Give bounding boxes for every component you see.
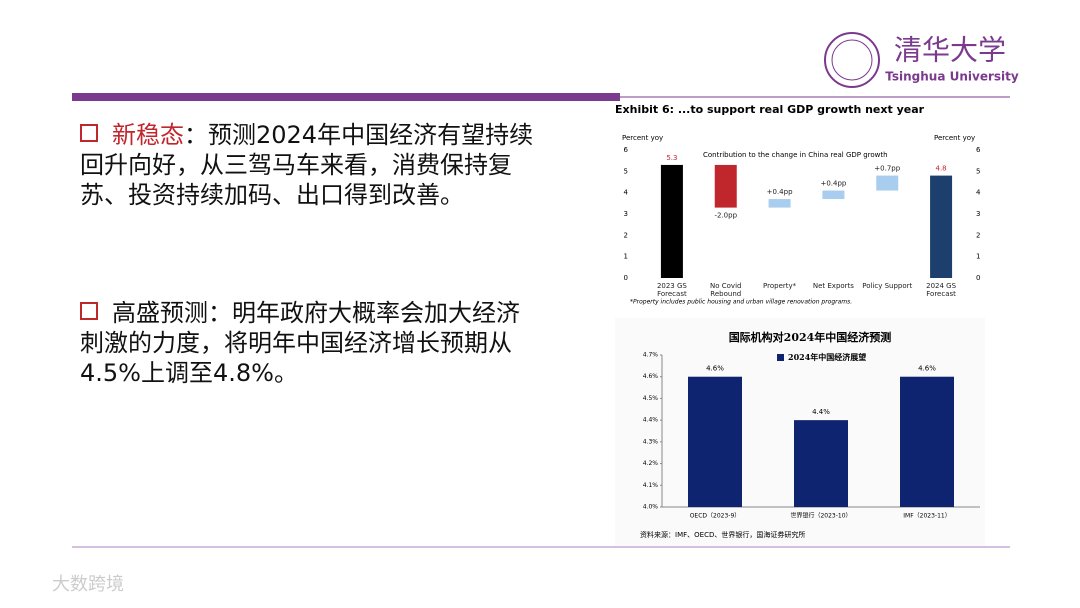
bar <box>688 376 742 507</box>
bar <box>822 190 845 200</box>
y-tick-label: 6 <box>624 146 629 154</box>
chart-title: Exhibit 6: ...to support real GDP growth… <box>615 103 925 116</box>
x-tick-label: Policy Support <box>862 282 913 290</box>
value-label: 4.6% <box>706 365 724 373</box>
y-tick-label: 2 <box>624 231 628 239</box>
y-tick-label: 4.2% <box>643 460 659 467</box>
bar <box>768 199 791 208</box>
logo-seal <box>824 32 880 88</box>
value-label: 4.6% <box>918 365 936 373</box>
bullet-lead: 新稳态 <box>112 121 184 149</box>
bullet-lead: 高盛预测 <box>112 299 208 327</box>
y-tick-label: 4.4% <box>643 417 659 424</box>
y-tick-label: 4.7% <box>643 352 659 359</box>
x-tick-label: Net Exports <box>812 282 854 290</box>
value-label: +0.7pp <box>874 165 900 173</box>
y2-tick-label: 5 <box>976 167 980 175</box>
bar <box>794 420 848 507</box>
bar <box>930 175 953 278</box>
value-label: 4.4% <box>812 408 830 416</box>
source: 资料来源：IMF、OECD、世界银行，国海证券研究所 <box>640 530 805 539</box>
x-tick-label: IMF（2023-11） <box>903 513 950 520</box>
logo-seal <box>831 39 873 81</box>
x-tick-label: OECD（2023-9） <box>690 513 741 520</box>
y2-tick-label: 4 <box>976 189 981 197</box>
y-tick-label: 4 <box>624 189 629 197</box>
logo-text: 清华大学 <box>894 34 1006 67</box>
y2-tick-label: 2 <box>976 231 980 239</box>
y2-tick-label: 1 <box>976 253 980 261</box>
watermark: 大数跨境 <box>52 574 124 595</box>
chart-subtitle: Contribution to the change in China real… <box>703 151 888 159</box>
x-tick-label: 世界银行（2023-10） <box>790 512 851 520</box>
y-tick-label: 4.3% <box>643 438 659 445</box>
bar <box>876 175 899 191</box>
logo-text-en: Tsinghua University <box>885 70 1019 84</box>
y2-axis-label: Percent yoy <box>934 134 975 142</box>
bar <box>714 164 737 208</box>
bar <box>660 164 683 278</box>
legend-label: 2024年中国经济展望 <box>788 352 866 362</box>
bullet: 高盛预测：明年政府大概率会加大经济刺激的力度，将明年中国经济增长预期从4.5%上… <box>80 298 535 388</box>
chart-title: 国际机构对2024年中国经济预测 <box>729 330 892 344</box>
legend-swatch <box>777 354 784 361</box>
x-tick-label: 2023 GS Forecast <box>656 282 687 298</box>
y-tick-label: 3 <box>624 210 628 218</box>
x-tick-label: Property* <box>763 282 797 290</box>
y-tick-label: 4.0% <box>643 504 659 511</box>
y-tick-label: 4.6% <box>643 373 659 380</box>
bullet: 新稳态：预测2024年中国经济有望持续回升向好，从三驾马车来看，消费保持复苏、投… <box>80 120 535 210</box>
y-tick-label: 4.1% <box>643 482 659 489</box>
value-label: 4.8 <box>936 165 947 173</box>
y-tick-label: 1 <box>624 253 628 261</box>
x-tick-label: No Covid Rebound <box>710 282 742 298</box>
value-label: +0.4pp <box>767 188 793 196</box>
y-axis-label: Percent yoy <box>622 134 663 142</box>
value-label: -2.0pp <box>714 212 737 220</box>
y2-tick-label: 3 <box>976 210 980 218</box>
y-tick-label: 5 <box>624 167 628 175</box>
footnote: *Property includes public housing and ur… <box>630 299 852 306</box>
bullet-text: ：明年政府大概率会加大经济刺激的力度，将明年中国经济增长预期从4.5%上调至4.… <box>80 299 520 387</box>
x-tick-label: 2024 GS Forecast <box>926 282 957 298</box>
bar <box>900 376 954 507</box>
y2-tick-label: 0 <box>976 274 980 282</box>
value-label: +0.4pp <box>820 180 846 188</box>
y-tick-label: 4.5% <box>643 395 659 402</box>
value-label: 5.3 <box>666 154 677 162</box>
y-tick-label: 0 <box>624 274 628 282</box>
bullet-text: ：预测2024年中国经济有望持续回升向好，从三驾马车来看，消费保持复苏、投资持续… <box>80 121 534 209</box>
y2-tick-label: 6 <box>976 146 981 154</box>
header-bar <box>72 93 620 101</box>
